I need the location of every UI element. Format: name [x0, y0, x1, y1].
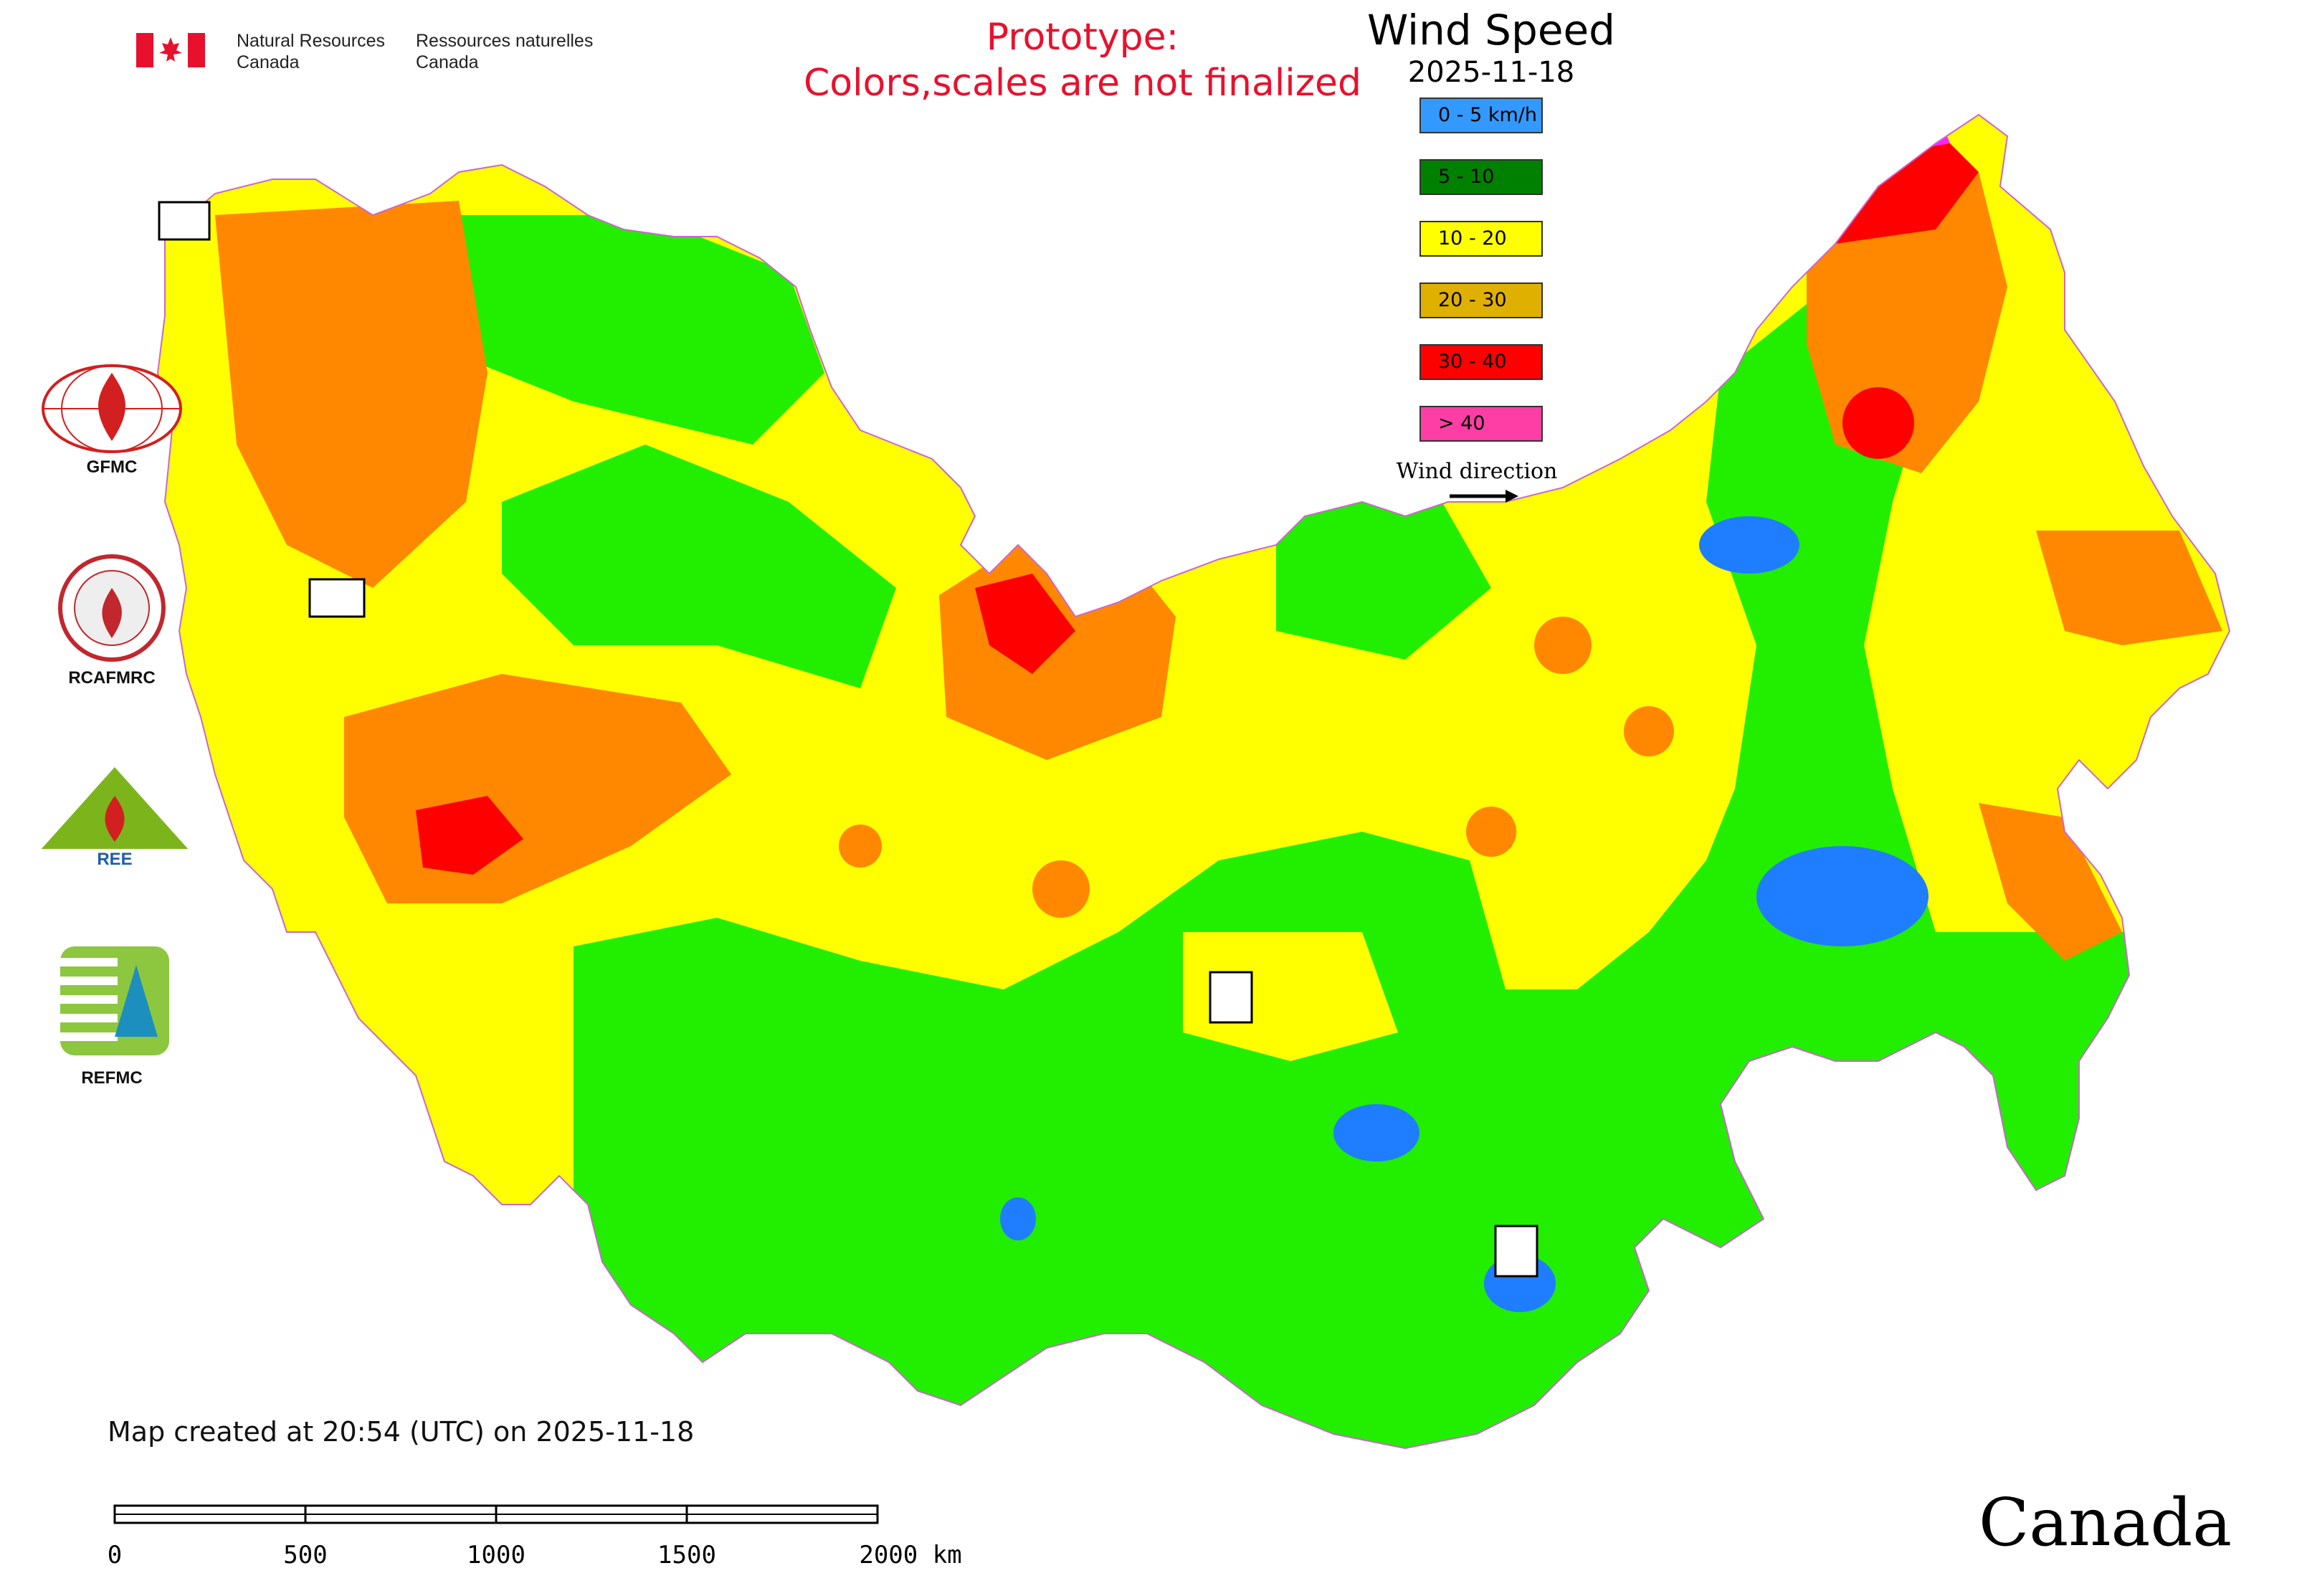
- scale-tick-0: 0: [108, 1541, 122, 1569]
- legend-item-0-5: 0 - 5 km/h: [1419, 98, 1543, 133]
- prototype-notice: Prototype: Colors,scales are not finaliz…: [617, 14, 1549, 106]
- legend-item-30-40: 30 - 40: [1419, 344, 1543, 380]
- prototype-line2: Colors,scales are not finalized: [803, 62, 1362, 105]
- refmc-logo-icon: [60, 946, 169, 1055]
- map-marker-rcafmrc: [1494, 1225, 1538, 1278]
- legend-item-20-30: 20 - 30: [1419, 282, 1543, 318]
- agency-en-line2: Canada: [237, 52, 300, 72]
- agency-fr: Ressources naturelles Canada: [416, 30, 593, 73]
- org-label-rcafmrc: RCAFMRC: [68, 668, 156, 688]
- scale-tick-2000: 2000 km: [859, 1541, 961, 1569]
- org-label-refmc: REFMC: [81, 1068, 143, 1088]
- canada-wordmark: Canada: [1979, 1484, 2232, 1561]
- legend-item-10-20: 10 - 20: [1419, 221, 1543, 257]
- scale-tick-500: 500: [283, 1541, 327, 1569]
- wind-direction-arrow-icon: [1450, 490, 1518, 503]
- agency-fr-line1: Ressources naturelles: [416, 31, 594, 51]
- map-created-timestamp: Map created at 20:54 (UTC) on 2025-11-18: [108, 1416, 695, 1448]
- agency-en-line1: Natural Resources: [237, 31, 386, 51]
- scale-tick-1000: 1000: [467, 1541, 525, 1569]
- legend-item-over-40: > 40: [1419, 406, 1543, 442]
- gfmc-logo-icon: [42, 364, 182, 453]
- map-marker-reefmc: [308, 578, 366, 618]
- svg-text:REE: REE: [97, 850, 132, 869]
- reefmc-logo-icon: REE: [40, 767, 189, 869]
- map-marker-gfmc: [158, 201, 211, 241]
- map-title: Wind Speed: [1366, 6, 1616, 54]
- canada-flag-icon: [136, 33, 205, 67]
- agency-en: Natural Resources Canada: [237, 30, 385, 73]
- map-marker-refmc: [1209, 971, 1253, 1024]
- nrcan-logo: Natural Resources Canada Ressources natu…: [136, 30, 602, 80]
- map-date: 2025-11-18: [1407, 56, 1575, 89]
- rcafmrc-logo-icon: [58, 554, 166, 662]
- legend-item-5-10: 5 - 10: [1419, 159, 1543, 195]
- land-outline: [156, 113, 2231, 1450]
- agency-fr-line2: Canada: [416, 52, 479, 72]
- org-label-gfmc: GFMC: [86, 457, 138, 477]
- wind-direction-label: Wind direction: [1396, 459, 1558, 484]
- prototype-line1: Prototype:: [986, 16, 1179, 59]
- scale-bar: 0 500 1000 1500 2000 km: [108, 1504, 962, 1569]
- scale-tick-1500: 1500: [657, 1541, 716, 1569]
